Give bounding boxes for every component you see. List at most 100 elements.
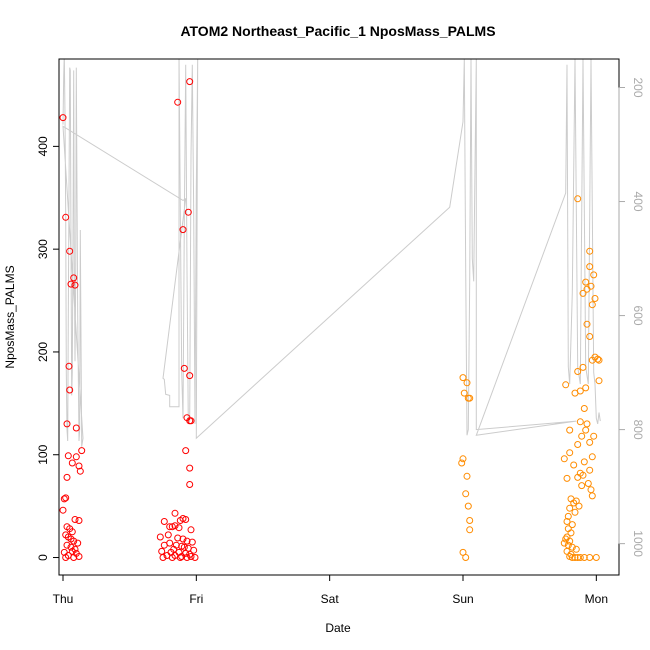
data-point bbox=[67, 543, 75, 551]
data-point bbox=[586, 438, 594, 446]
x-tick-label: Thu bbox=[53, 592, 74, 606]
data-point bbox=[66, 247, 74, 255]
data-point bbox=[574, 368, 582, 375]
data-point bbox=[62, 213, 70, 221]
data-point bbox=[571, 508, 579, 516]
data-point bbox=[76, 467, 84, 475]
data-point bbox=[566, 426, 574, 434]
data-point bbox=[595, 356, 603, 364]
data-point bbox=[159, 554, 167, 561]
data-point bbox=[75, 553, 83, 560]
data-point bbox=[164, 531, 172, 539]
data-point bbox=[160, 518, 168, 525]
data-point bbox=[63, 473, 71, 481]
data-point bbox=[466, 394, 474, 402]
data-point bbox=[580, 554, 588, 561]
data-point bbox=[566, 504, 574, 512]
data-point bbox=[583, 320, 591, 328]
data-point bbox=[158, 547, 166, 555]
data-point bbox=[62, 554, 70, 561]
y2-axis: 200 400 600 800 1000 bbox=[618, 77, 645, 557]
data-point bbox=[171, 509, 179, 517]
data-point bbox=[168, 554, 176, 561]
data-point bbox=[578, 432, 586, 440]
data-point bbox=[78, 447, 86, 455]
data-point bbox=[59, 506, 67, 514]
data-point bbox=[186, 464, 194, 472]
data-point bbox=[563, 518, 571, 525]
y-tick-label: 0 bbox=[36, 554, 50, 561]
data-point bbox=[595, 377, 603, 385]
data-point bbox=[562, 535, 570, 543]
data-point bbox=[588, 453, 596, 461]
data-point bbox=[560, 539, 568, 547]
x-axis: Thu Fri Sat Sun Mon bbox=[53, 574, 608, 606]
data-point bbox=[63, 420, 71, 428]
data-point bbox=[70, 537, 78, 545]
data-point bbox=[168, 523, 176, 531]
x-tick-label: Mon bbox=[585, 592, 608, 606]
data-point bbox=[579, 289, 587, 297]
data-point bbox=[571, 554, 579, 561]
data-point bbox=[563, 474, 571, 482]
y2-tick-label: 800 bbox=[631, 420, 645, 440]
data-point bbox=[582, 278, 590, 286]
data-point bbox=[564, 512, 572, 520]
altitude-series bbox=[62, 59, 601, 447]
plot-frame bbox=[58, 58, 620, 576]
data-point bbox=[178, 553, 186, 560]
data-point bbox=[568, 543, 576, 551]
data-point bbox=[583, 420, 591, 428]
data-point bbox=[570, 461, 578, 469]
data-point bbox=[463, 472, 471, 480]
data-point bbox=[74, 539, 82, 547]
data-point bbox=[579, 363, 587, 371]
data-point bbox=[574, 441, 582, 448]
data-point bbox=[179, 535, 187, 543]
data-point bbox=[578, 482, 586, 490]
data-point bbox=[560, 455, 568, 463]
data-point bbox=[166, 523, 174, 531]
data-point bbox=[156, 533, 164, 541]
data-point bbox=[160, 541, 168, 549]
data-points bbox=[59, 78, 603, 561]
data-point bbox=[70, 274, 78, 282]
data-point bbox=[180, 364, 188, 372]
data-point bbox=[187, 417, 195, 425]
data-point bbox=[63, 541, 71, 549]
data-point bbox=[566, 449, 574, 457]
data-point bbox=[588, 356, 596, 364]
data-point bbox=[575, 502, 583, 510]
data-point bbox=[175, 524, 183, 532]
data-point bbox=[592, 554, 600, 561]
data-point bbox=[187, 526, 195, 534]
data-point bbox=[466, 526, 474, 534]
data-point bbox=[72, 453, 80, 461]
data-point bbox=[582, 384, 590, 392]
data-point bbox=[466, 517, 474, 524]
data-point bbox=[580, 405, 588, 412]
data-point bbox=[574, 473, 582, 481]
data-point bbox=[460, 389, 468, 397]
chart-title: ATOM2 Northeast_Pacific_1 NposMass_PALMS bbox=[180, 23, 495, 39]
data-point bbox=[71, 281, 79, 289]
data-point bbox=[459, 455, 467, 463]
y-tick-label: 300 bbox=[36, 239, 50, 259]
data-point bbox=[590, 271, 598, 279]
data-point bbox=[590, 432, 598, 440]
data-point bbox=[179, 226, 187, 234]
data-point bbox=[574, 195, 582, 203]
y-axis-label: NposMass_PALMS bbox=[3, 265, 17, 368]
data-point bbox=[562, 381, 570, 389]
y2-tick-label: 1000 bbox=[631, 530, 645, 557]
data-point bbox=[568, 554, 576, 561]
data-point bbox=[572, 545, 580, 553]
data-point bbox=[176, 554, 184, 561]
data-point bbox=[591, 295, 599, 302]
data-point bbox=[75, 462, 83, 470]
data-point bbox=[65, 362, 73, 370]
data-point bbox=[576, 554, 584, 561]
data-point bbox=[187, 553, 195, 560]
x-tick-label: Sun bbox=[452, 592, 473, 606]
data-point bbox=[462, 490, 470, 498]
